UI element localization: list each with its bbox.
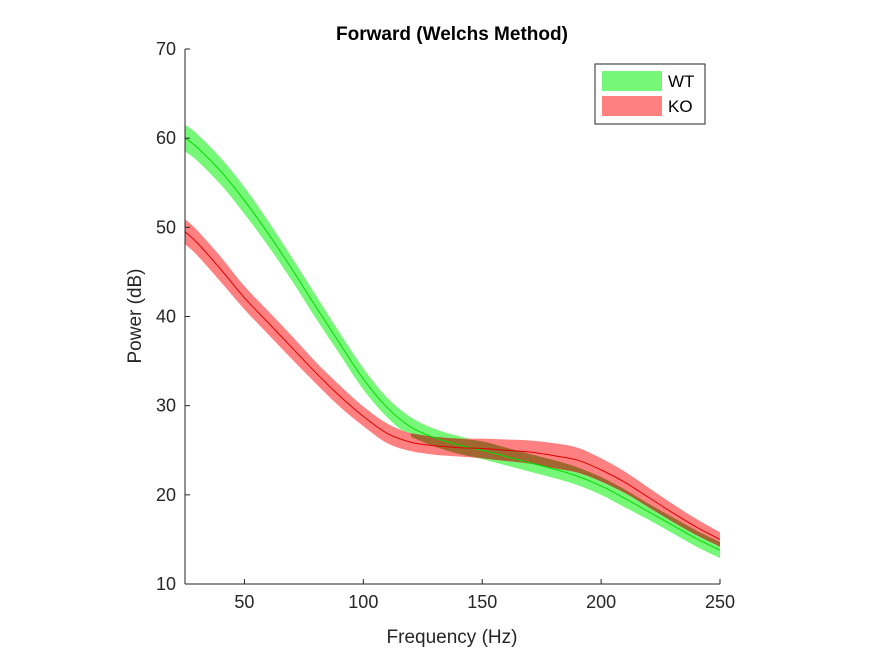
legend-label-ko: KO bbox=[668, 97, 693, 116]
y-tick-label: 40 bbox=[156, 307, 176, 327]
chart-title: Forward (Welchs Method) bbox=[336, 24, 568, 45]
y-tick-label: 50 bbox=[156, 217, 176, 237]
band-overlap bbox=[410, 433, 720, 547]
mean-line-ko bbox=[185, 231, 720, 540]
y-tick-label: 30 bbox=[156, 396, 176, 416]
legend-swatch-ko bbox=[602, 96, 662, 116]
x-tick-label: 50 bbox=[234, 592, 254, 612]
legend-swatch-wt bbox=[602, 71, 662, 91]
y-tick-label: 10 bbox=[156, 574, 176, 594]
x-tick-label: 100 bbox=[348, 592, 378, 612]
x-tick-label: 150 bbox=[467, 592, 497, 612]
plot-area bbox=[185, 124, 720, 559]
x-axis-label: Frequency (Hz) bbox=[387, 627, 518, 648]
legend: WT KO bbox=[594, 63, 706, 125]
y-tick-label: 60 bbox=[156, 128, 176, 148]
y-tick-label: 70 bbox=[156, 39, 176, 59]
mean-line-wt bbox=[185, 137, 720, 551]
axes: 50 100 150 200 250 10 20 30 40 50 60 70 bbox=[156, 39, 735, 612]
x-tick-label: 250 bbox=[705, 592, 735, 612]
legend-label-wt: WT bbox=[668, 72, 694, 91]
y-tick-label: 20 bbox=[156, 485, 176, 505]
band-ko bbox=[185, 219, 720, 547]
y-axis-label: Power (dB) bbox=[125, 268, 146, 363]
x-tick-label: 200 bbox=[586, 592, 616, 612]
